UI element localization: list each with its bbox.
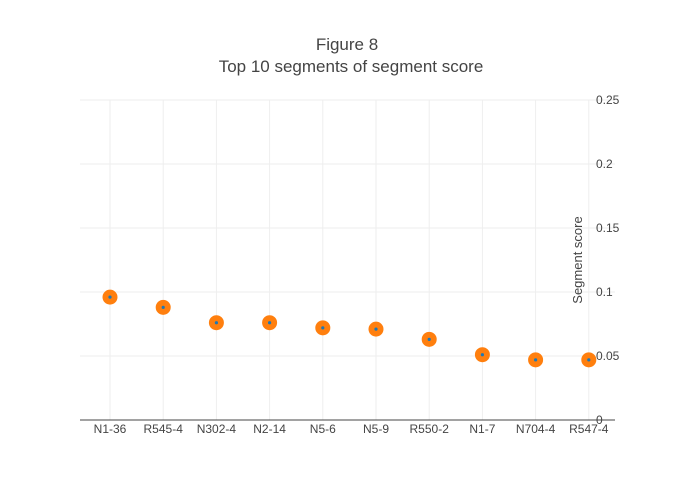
y-tick-label: 0.25 <box>596 93 620 107</box>
x-tick-label: R547-4 <box>569 422 609 436</box>
x-tick-label: N704-4 <box>516 422 556 436</box>
chart-title-line2: Top 10 segments of segment score <box>219 57 484 76</box>
y-tick-label: 0.15 <box>596 221 620 235</box>
x-tick-label: N5-6 <box>310 422 336 436</box>
x-tick-label: N302-4 <box>197 422 237 436</box>
y-tick-label: 0.2 <box>596 157 613 171</box>
data-point-center <box>214 321 218 325</box>
x-tick-label: N1-36 <box>94 422 127 436</box>
data-point-center <box>374 327 378 331</box>
x-tick-label: N1-7 <box>469 422 495 436</box>
data-point-center <box>321 326 325 330</box>
x-tick-label: R550-2 <box>410 422 450 436</box>
chart-title-line1: Figure 8 <box>316 35 378 54</box>
data-point-center <box>268 321 272 325</box>
data-point-center <box>161 305 165 309</box>
y-tick-label: 0.1 <box>596 285 613 299</box>
x-tick-label: R545-4 <box>144 422 184 436</box>
x-tick-label: N2-14 <box>253 422 286 436</box>
data-point-center <box>534 358 538 362</box>
x-tick-label: N5-9 <box>363 422 389 436</box>
data-point-center <box>480 353 484 357</box>
y-tick-label: 0.05 <box>596 349 620 363</box>
data-point-center <box>427 337 431 341</box>
y-axis-label: Segment score <box>570 216 585 303</box>
data-point-center <box>108 295 112 299</box>
data-point-center <box>587 358 591 362</box>
